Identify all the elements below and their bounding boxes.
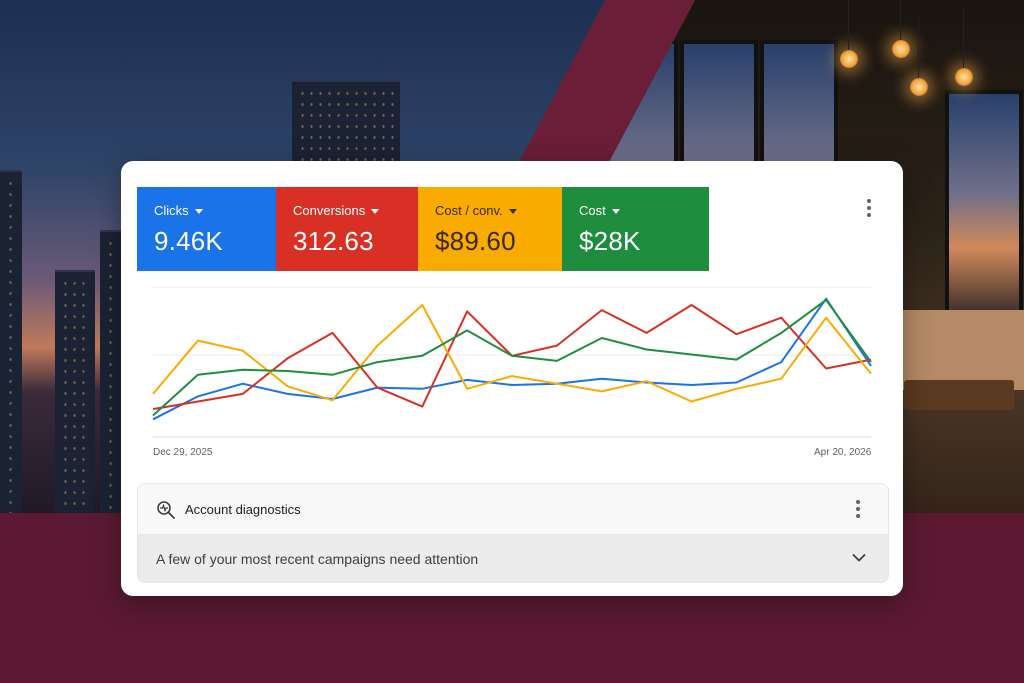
caret-down-icon <box>611 208 620 214</box>
x-axis-start-label: Dec 29, 2025 <box>153 447 213 458</box>
diagnostics-title: Account diagnostics <box>185 502 301 517</box>
pendant-lamp <box>892 0 910 58</box>
caret-down-icon <box>194 208 203 214</box>
series-line-1 <box>152 304 872 411</box>
metric-tile-cost[interactable]: Cost $28K <box>562 187 709 271</box>
caret-down-icon <box>371 208 380 214</box>
metric-selector-cost-per-conversion[interactable]: Cost / conv. <box>435 203 545 218</box>
dot <box>867 213 871 217</box>
building <box>55 270 95 552</box>
metric-selector-clicks[interactable]: Clicks <box>154 203 259 218</box>
metric-tiles: Clicks 9.46K Conversions 312.63 Cost / c… <box>137 187 709 271</box>
metric-tile-clicks[interactable]: Clicks 9.46K <box>137 187 276 271</box>
line-chart-svg <box>152 286 872 438</box>
building <box>100 230 122 552</box>
diagnostics-message: A few of your most recent campaigns need… <box>156 551 479 567</box>
skyscraper <box>292 80 400 172</box>
series-line-2 <box>152 304 872 403</box>
account-diagnostics-panel: Account diagnostics A few of your most r… <box>137 483 889 583</box>
series-line-3 <box>152 298 872 417</box>
sofa <box>894 310 1024 390</box>
metric-label: Cost <box>579 203 606 218</box>
line-chart <box>152 286 872 467</box>
metric-label: Cost / conv. <box>435 203 503 218</box>
diagnostics-more-options-button[interactable] <box>848 498 868 520</box>
diagnostics-message-row[interactable]: A few of your most recent campaigns need… <box>138 535 888 582</box>
metric-tile-cost-per-conversion[interactable]: Cost / conv. $89.60 <box>418 187 562 271</box>
metric-value: 9.46K <box>154 226 223 256</box>
diagnostics-header: Account diagnostics <box>138 484 888 535</box>
chart-more-options-button[interactable] <box>859 197 879 219</box>
x-axis-end-label: Apr 20, 2026 <box>814 447 872 458</box>
building <box>0 170 22 552</box>
metric-tile-conversions[interactable]: Conversions 312.63 <box>276 187 418 271</box>
diagnostics-search-icon <box>157 501 175 519</box>
metric-value: $89.60 <box>435 226 516 256</box>
dot <box>856 500 860 504</box>
performance-card: Clicks 9.46K Conversions 312.63 Cost / c… <box>121 161 903 596</box>
pendant-lamp <box>910 18 928 96</box>
window <box>945 90 1023 318</box>
series-line-0 <box>152 297 872 421</box>
metric-value: 312.63 <box>293 226 374 256</box>
coffee-table <box>904 380 1014 410</box>
metric-value: $28K <box>579 226 641 256</box>
pendant-lamp <box>955 8 973 86</box>
caret-down-icon <box>508 208 517 214</box>
metric-label: Conversions <box>293 203 366 218</box>
dot <box>856 514 860 518</box>
pendant-lamp <box>840 0 858 68</box>
metric-selector-cost[interactable]: Cost <box>579 203 692 218</box>
dot <box>856 507 860 511</box>
chevron-down-icon[interactable] <box>852 551 866 565</box>
metric-label: Clicks <box>154 203 189 218</box>
dot <box>867 199 871 203</box>
dot <box>867 206 871 210</box>
metric-selector-conversions[interactable]: Conversions <box>293 203 401 218</box>
